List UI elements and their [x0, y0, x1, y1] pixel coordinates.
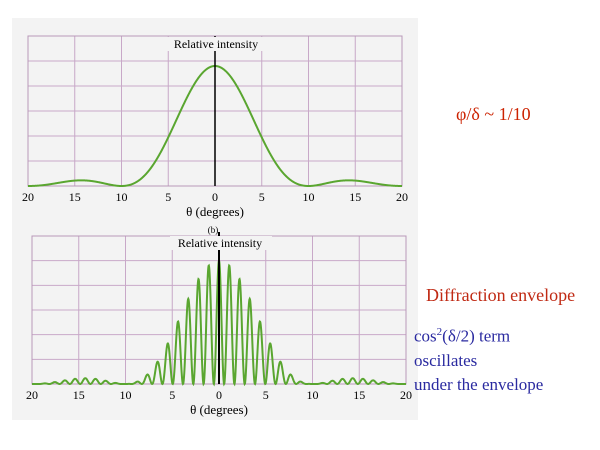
bottom-x-axis-label: θ (degrees)	[190, 402, 248, 417]
x-tick-label: 20	[400, 388, 412, 402]
x-tick-label: 20	[22, 190, 34, 204]
top-x-axis-label: θ (degrees)	[186, 204, 244, 219]
x-tick-label: 0	[212, 190, 218, 204]
x-tick-label: 20	[26, 388, 38, 402]
ratio-annotation: φ/δ ~ 1/10	[456, 104, 531, 124]
x-tick-label: 10	[116, 190, 128, 204]
x-tick-label: 5	[169, 388, 175, 402]
term-suffix: (δ/2) term	[442, 326, 511, 346]
x-tick-label: 5	[165, 190, 171, 204]
envelope-annotation: Diffraction envelope	[426, 285, 576, 305]
bottom-chart-svg: (b) Relative intensity 20 15 10 5 0 5 10 15 20 θ…	[26, 225, 412, 417]
term-line-2: oscillates	[414, 350, 478, 370]
bottom-chart-title: Relative intensity	[178, 236, 262, 250]
term-line-3: under the envelope	[414, 374, 544, 394]
x-tick-label: 5	[259, 190, 265, 204]
x-tick-label: 15	[353, 388, 365, 402]
top-chart-svg: Relative intensity 20 15 10 5 0 5 10 15 20 θ (de…	[22, 35, 408, 219]
top-chart: Relative intensity 20 15 10 5 0 5 10 15 20 θ (de…	[12, 18, 418, 223]
term-prefix: cos	[414, 326, 437, 346]
top-chart-title: Relative intensity	[174, 37, 258, 51]
x-tick-label: 0	[216, 388, 222, 402]
x-tick-label: 15	[73, 388, 85, 402]
x-tick-label: 10	[307, 388, 319, 402]
bottom-chart-marker: (b)	[208, 225, 219, 235]
term-superscript: 2	[436, 326, 443, 338]
term-line-1: cos2(δ/2) term	[414, 320, 543, 349]
x-tick-label: 5	[263, 388, 269, 402]
x-tick-label: 15	[69, 190, 81, 204]
bottom-chart: (b) Relative intensity 20 15 10 5 0 5 10 15 20 θ…	[12, 222, 418, 420]
x-tick-label: 15	[349, 190, 361, 204]
term-annotation: cos2(δ/2) term oscillates under the enve…	[414, 320, 543, 397]
x-tick-label: 20	[396, 190, 408, 204]
x-tick-label: 10	[303, 190, 315, 204]
x-tick-label: 10	[120, 388, 132, 402]
